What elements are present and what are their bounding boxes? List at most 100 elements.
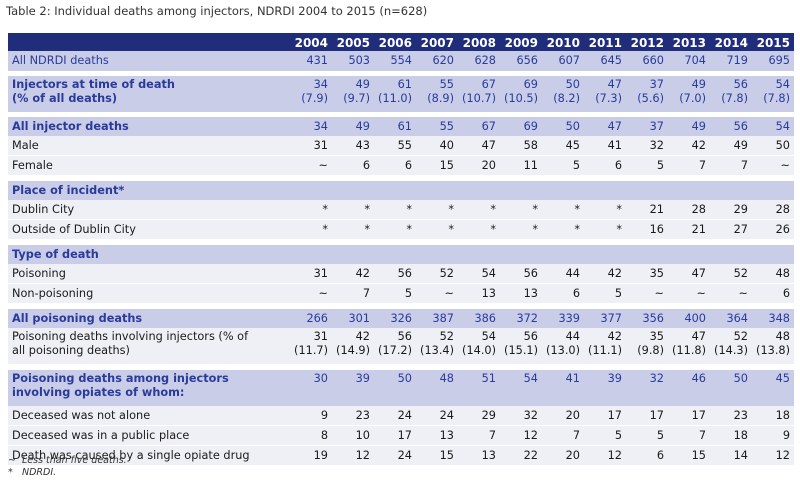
value-cell: 7 [542,425,584,446]
value-cell: 387 [416,309,458,328]
value-cell: 30 [290,370,332,406]
note-text: Less than five deaths. [22,455,127,466]
count-value: 56 [523,330,538,343]
empty-cell [332,181,374,200]
empty-cell [668,245,710,264]
value-cell: 67 (10.7) [458,76,500,112]
value-cell: 27 [710,219,752,240]
value-cell: 17 [668,406,710,426]
spacer-cell [8,364,794,370]
value-cell: ~ [290,283,332,304]
value-cell: 6 [626,445,668,466]
spacer-cell [8,175,794,181]
value-cell: 20 [542,406,584,426]
value-cell: 49 [668,117,710,136]
percent-value: (13.8) [756,344,790,357]
count-value: 47 [607,78,622,91]
year-header-cell: 2011 [584,33,626,51]
value-cell: 22 [500,445,542,466]
note-text: NDRDI. [22,467,57,478]
empty-cell [626,245,668,264]
male-row: Male 31 43 55 40 47 58 45 41 32 42 49 50 [8,136,794,156]
type-of-death-header: Type of death [8,245,794,264]
non-poisoning-row: Non-poisoning ~7 5 ~13 13 6 5 ~ ~ ~6 [8,283,794,304]
row-label-line2: (% of all deaths) [12,92,118,105]
count-value: 47 [691,330,706,343]
value-cell: * [374,219,416,240]
row-spacer [8,175,794,181]
count-value: 51 [481,372,496,385]
value-cell: 10 [332,425,374,446]
year-header-cell: 2008 [458,33,500,51]
value-cell: 40 [416,136,458,156]
percent-value: (14.3) [714,344,748,357]
value-cell: 42 [584,264,626,284]
value-cell: 42 (14.9) [332,328,374,365]
value-cell: 48 [416,370,458,406]
percent-value: (17.2) [378,344,412,357]
table-notes: ~ Less than five deaths. * NDRDI. [8,455,127,479]
all-ndrdi-deaths-row: All NDRDI deaths 431 503 554 620 628 656 607 645… [8,51,794,71]
row-label-line1: Injectors at time of death [12,78,175,91]
value-cell: 24 [374,445,416,466]
value-cell: * [290,200,332,220]
value-cell: 51 [458,370,500,406]
value-cell: 54 (7.8) [752,76,794,112]
percent-value: (13.0) [546,344,580,357]
value-cell: 29 [710,200,752,220]
value-cell: 9 [752,425,794,446]
count-value: 39 [607,372,622,385]
single-opiate-row: Death was caused by a single opiate drug… [8,445,794,466]
value-cell: 26 [752,219,794,240]
count-value: 35 [649,330,664,343]
count-value: 45 [775,372,790,385]
row-label: Deceased was not alone [8,406,290,426]
value-cell: 645 [584,51,626,71]
value-cell: 7 [668,155,710,176]
value-cell: 24 [374,406,416,426]
count-value: 61 [397,78,412,91]
value-cell: 23 [332,406,374,426]
row-spacer [8,112,794,117]
value-cell: 29 [458,406,500,426]
value-cell: 14 [710,445,752,466]
row-spacer [8,71,794,76]
value-cell: 6 [584,155,626,176]
count-value: 46 [691,372,706,385]
value-cell: 32 [626,136,668,156]
spacer-cell [8,239,794,245]
value-cell: 5 [374,283,416,304]
value-cell: 20 [458,155,500,176]
count-value: 44 [565,330,580,343]
value-cell: 18 [752,406,794,426]
value-cell: 48 [752,264,794,284]
value-cell: 69 [500,117,542,136]
value-cell: 16 [626,219,668,240]
percent-value: (15.1) [504,344,538,357]
value-cell: 32 [500,406,542,426]
value-cell: 69 (10.5) [500,76,542,112]
value-cell: 431 [290,51,332,71]
value-cell: 67 [458,117,500,136]
empty-cell [290,181,332,200]
count-value: 31 [313,330,328,343]
row-spacer [8,364,794,370]
empty-cell [584,181,626,200]
empty-cell [290,245,332,264]
value-cell: 13 [458,445,500,466]
injectors-at-death-row: Injectors at time of death (% of all deat… [8,76,794,112]
count-value: 52 [733,330,748,343]
value-cell: 39 [584,370,626,406]
value-cell: ~ [668,283,710,304]
count-value: 54 [775,78,790,91]
value-cell: 620 [416,51,458,71]
value-cell: * [584,219,626,240]
value-cell: 660 [626,51,668,71]
value-cell: 35 [626,264,668,284]
count-value: 30 [313,372,328,385]
percent-value: (7.0) [679,92,706,105]
row-label: Poisoning deaths involving injectors (% … [8,328,290,365]
value-cell: ~ [626,283,668,304]
value-cell: 372 [500,309,542,328]
count-value: 69 [523,78,538,91]
